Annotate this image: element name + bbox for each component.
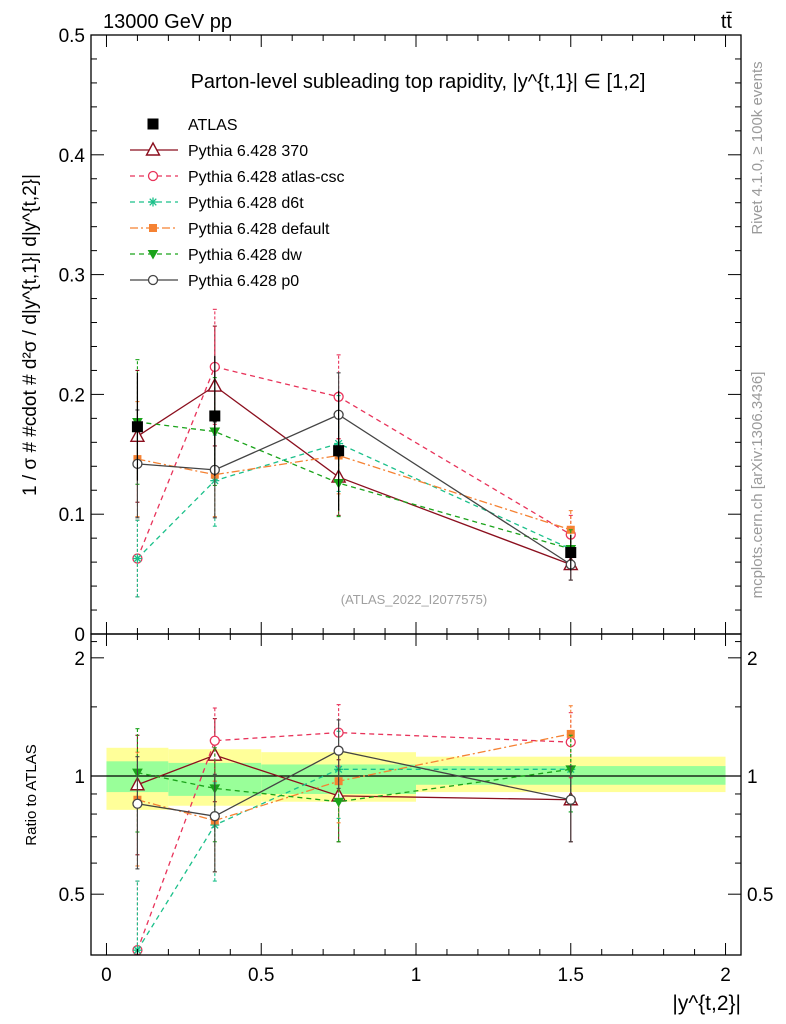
y-tick-label: 0.2 — [59, 385, 85, 406]
legend-label: Pythia 6.428 default — [188, 221, 330, 238]
legend-entry: Pythia 6.428 p0 — [130, 273, 299, 290]
legend-label: Pythia 6.428 d6t — [188, 195, 304, 212]
ratio-y-tick-label: 1 — [74, 767, 85, 788]
series-line — [136, 731, 571, 951]
series-line — [137, 768, 571, 803]
legend-marker — [149, 224, 157, 232]
y-tick-label: 0.1 — [59, 505, 85, 526]
y-axis-label: 1 / σ # #cdot # d²σ / d|y^{t,1}| d|y^{t,… — [20, 174, 41, 496]
legend-label: Pythia 6.428 370 — [188, 143, 308, 160]
y-tick-label: 0.4 — [59, 146, 86, 167]
ratio-y-tick-label: 0.5 — [59, 885, 85, 906]
analysis-tag: (ATLAS_2022_I2077575) — [341, 592, 487, 607]
ratio-y-tick-label: 2 — [747, 649, 758, 670]
legend-marker — [145, 141, 161, 156]
series-point — [333, 797, 344, 808]
data-point — [333, 445, 345, 457]
mcplots-note: mcplots.cern.ch [arXiv:1306.3436] — [749, 372, 766, 599]
x-tick-label: 1.5 — [558, 965, 584, 986]
legend-marker — [147, 250, 159, 260]
x-tick-label: 1 — [411, 965, 422, 986]
legend-label: Pythia 6.428 dw — [188, 247, 302, 264]
atlas-data — [131, 356, 577, 571]
ratio-y-tick-label: 1 — [747, 767, 758, 788]
legend-marker — [148, 197, 158, 207]
data-point — [209, 410, 221, 422]
series-line — [137, 733, 571, 822]
x-axis-label: |y^{t,2}| — [672, 992, 741, 1015]
legend-entry: Pythia 6.428 370 — [130, 141, 308, 160]
series-line — [137, 414, 572, 566]
series-line — [137, 750, 571, 817]
series-line — [136, 366, 572, 559]
series-line — [136, 442, 572, 559]
series-point — [132, 798, 143, 809]
ratio-y-tick-label: 0.5 — [747, 885, 773, 906]
ratio-panel: 0 0.5 1 1.5 2 0.5 0.5 1 1 2 2 Ratio to ATLAS |y^{t,2… — [23, 35, 773, 1015]
legend-entry: Pythia 6.428 atlas-csc — [130, 169, 345, 186]
series-line — [137, 754, 571, 801]
series-line — [137, 421, 571, 550]
ratio-y-axis-label: Ratio to ATLAS — [23, 744, 40, 845]
main-panel: 0 0.1 0.2 0.3 0.4 0.5 1 / σ # #cdot # d²σ / d|… — [20, 26, 742, 646]
y-tick-label: 0 — [74, 625, 85, 646]
data-point — [131, 421, 143, 433]
data-point — [565, 547, 577, 559]
mc-series-group — [129, 308, 579, 598]
legend-label: Pythia 6.428 atlas-csc — [188, 169, 345, 186]
series-point — [209, 735, 220, 746]
legend-marker — [147, 170, 159, 182]
process-label: tt̄ — [721, 11, 733, 33]
legend-entry: Pythia 6.428 dw — [130, 247, 302, 264]
collision-label: 13000 GeV pp — [103, 11, 232, 33]
y-tick-label: 0.5 — [59, 26, 85, 47]
x-tick-label: 2 — [720, 965, 731, 986]
uncertainty-bands — [106, 747, 726, 810]
series-point — [333, 745, 344, 756]
legend-entry: Pythia 6.428 default — [130, 221, 330, 238]
series-point — [132, 554, 142, 564]
series-point — [565, 794, 576, 805]
chart-title: Parton-level subleading top rapidity, |y… — [191, 71, 646, 93]
series-line — [137, 385, 571, 566]
y-tick-label: 0.3 — [59, 266, 85, 287]
x-tick-label: 0 — [101, 965, 112, 986]
series-line — [136, 768, 571, 951]
legend-marker — [147, 274, 159, 286]
rivet-note: Rivet 4.1.0, ≥ 100k events — [749, 61, 766, 234]
ratio-y-tick-label: 2 — [74, 649, 85, 670]
legend-label: Pythia 6.428 p0 — [188, 273, 299, 290]
series-point — [566, 729, 575, 738]
x-tick-label: 0.5 — [248, 965, 274, 986]
legend-entry: Pythia 6.428 d6t — [130, 195, 304, 212]
legend: ATLAS Pythia 6.428 370 Pythia 6.428 atlas-… — [130, 117, 345, 290]
legend-label: ATLAS — [188, 117, 238, 134]
series-point — [209, 811, 220, 822]
legend-marker — [147, 118, 159, 130]
legend-entry-data: ATLAS — [147, 117, 238, 134]
